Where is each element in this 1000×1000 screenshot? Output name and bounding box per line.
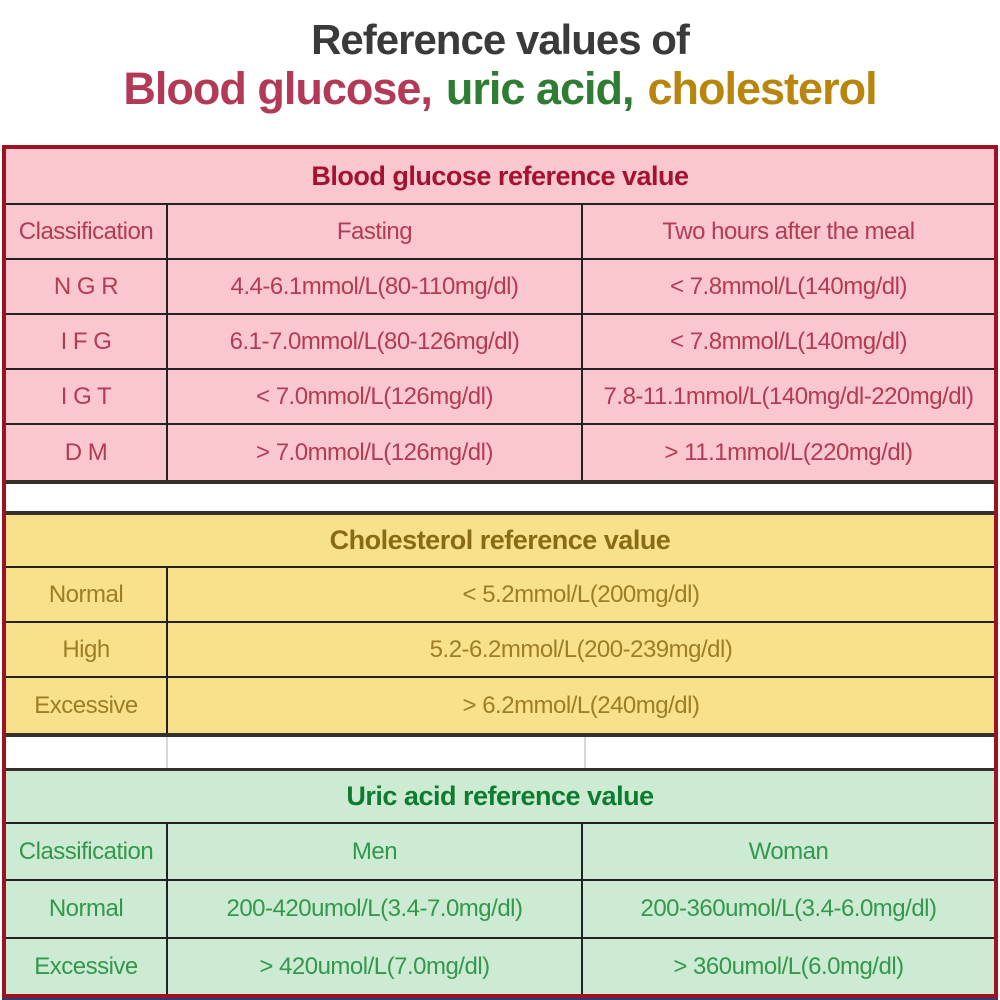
table-row-excessive: Excessive > 420umol/L(7.0mg/dl) > 360umo… (6, 938, 994, 994)
white-gap (6, 484, 994, 511)
table-cell: < 7.0mmol/L(126mg/dl) (166, 370, 581, 423)
section-divider (6, 511, 994, 515)
cholesterol-table-title: Cholesterol reference value (6, 515, 994, 568)
table-cell: I G T (60, 382, 112, 410)
column-header-classification: Classification (18, 217, 154, 245)
table-row-dm: D M > 7.0mmol/L(126mg/dl) > 11.1mmol/L(2… (6, 425, 994, 480)
column-header-two-hours: Two hours after the meal (581, 205, 994, 258)
uric-acid-table: Uric acid reference value Classification… (6, 771, 994, 994)
column-guide-line (166, 737, 168, 768)
table-row-excessive: Excessive > 6.2mmol/L(240mg/dl) (6, 678, 994, 733)
white-gap (6, 737, 994, 768)
table-cell: 5.2-6.2mmol/L(200-239mg/dl) (166, 623, 994, 676)
table-cell: > 6.2mmol/L(240mg/dl) (166, 678, 994, 733)
table-cell: 6.1-7.0mmol/L(80-126mg/dl) (166, 315, 581, 368)
section-divider (6, 768, 994, 771)
table-cell: > 7.0mmol/L(126mg/dl) (166, 425, 581, 480)
table-row-ifg: I F G 6.1-7.0mmol/L(80-126mg/dl) < 7.8mm… (6, 315, 994, 370)
column-header-men: Men (166, 824, 581, 880)
blood-glucose-column-header-row: Classification Fasting Two hours after t… (6, 205, 994, 260)
column-header-woman: Woman (581, 824, 994, 880)
table-cell: Excessive (34, 691, 138, 719)
table-cell: 7.8-11.1mmol/L(140mg/dl-220mg/dl) (581, 370, 994, 423)
table-cell: I F G (60, 327, 112, 355)
uric-acid-column-header-row: Classification Men Woman (6, 824, 994, 882)
table-row-ngr: N G R 4.4-6.1mmol/L(80-110mg/dl) < 7.8mm… (6, 260, 994, 315)
table-cell: < 7.8mmol/L(140mg/dl) (581, 260, 994, 313)
section-divider (6, 480, 994, 484)
uric-acid-table-title: Uric acid reference value (6, 771, 994, 824)
table-cell: > 11.1mmol/L(220mg/dl) (581, 425, 994, 480)
section-divider (6, 733, 994, 737)
table-cell: Normal (48, 580, 124, 608)
table-cell: 4.4-6.1mmol/L(80-110mg/dl) (166, 260, 581, 313)
blood-glucose-table-title: Blood glucose reference value (6, 149, 994, 205)
table-cell: 200-360umol/L(3.4-6.0mg/dl) (581, 881, 994, 937)
table-cell: > 420umol/L(7.0mg/dl) (166, 938, 581, 994)
table-cell: < 5.2mmol/L(200mg/dl) (166, 568, 994, 621)
column-guide-line (584, 737, 586, 768)
table-cell: High (62, 635, 110, 663)
table-cell: Excessive (34, 952, 138, 980)
reference-tables-frame: Blood glucose reference value Classifica… (2, 145, 998, 998)
title-segment-blood-glucose: Blood glucose, (123, 63, 433, 115)
table-cell: D M (64, 438, 108, 466)
table-row-normal: Normal < 5.2mmol/L(200mg/dl) (6, 568, 994, 623)
table-row-igt: I G T < 7.0mmol/L(126mg/dl) 7.8-11.1mmol… (6, 370, 994, 425)
title-segment-cholesterol: cholesterol (647, 63, 878, 115)
bottom-accent-line (2, 998, 998, 1000)
table-cell: > 360umol/L(6.0mg/dl) (581, 938, 994, 994)
cholesterol-table: Cholesterol reference value Normal < 5.2… (6, 515, 994, 733)
page-header: Reference values of Blood glucose, uric a… (0, 0, 1000, 145)
table-row-normal: Normal 200-420umol/L(3.4-7.0mg/dl) 200-3… (6, 881, 994, 939)
page-title-line1: Reference values of (311, 16, 690, 63)
blood-glucose-table: Blood glucose reference value Classifica… (6, 149, 994, 480)
table-cell: Normal (48, 895, 124, 923)
column-header-fasting: Fasting (166, 205, 581, 258)
table-cell: N G R (53, 272, 119, 300)
table-row-high: High 5.2-6.2mmol/L(200-239mg/dl) (6, 623, 994, 678)
title-segment-uric-acid: uric acid, (445, 63, 635, 115)
table-cell: 200-420umol/L(3.4-7.0mg/dl) (166, 881, 581, 937)
table-cell: < 7.8mmol/L(140mg/dl) (581, 315, 994, 368)
column-header-classification: Classification (18, 838, 154, 866)
page-title-line2: Blood glucose, uric acid, cholesterol (0, 64, 1000, 114)
